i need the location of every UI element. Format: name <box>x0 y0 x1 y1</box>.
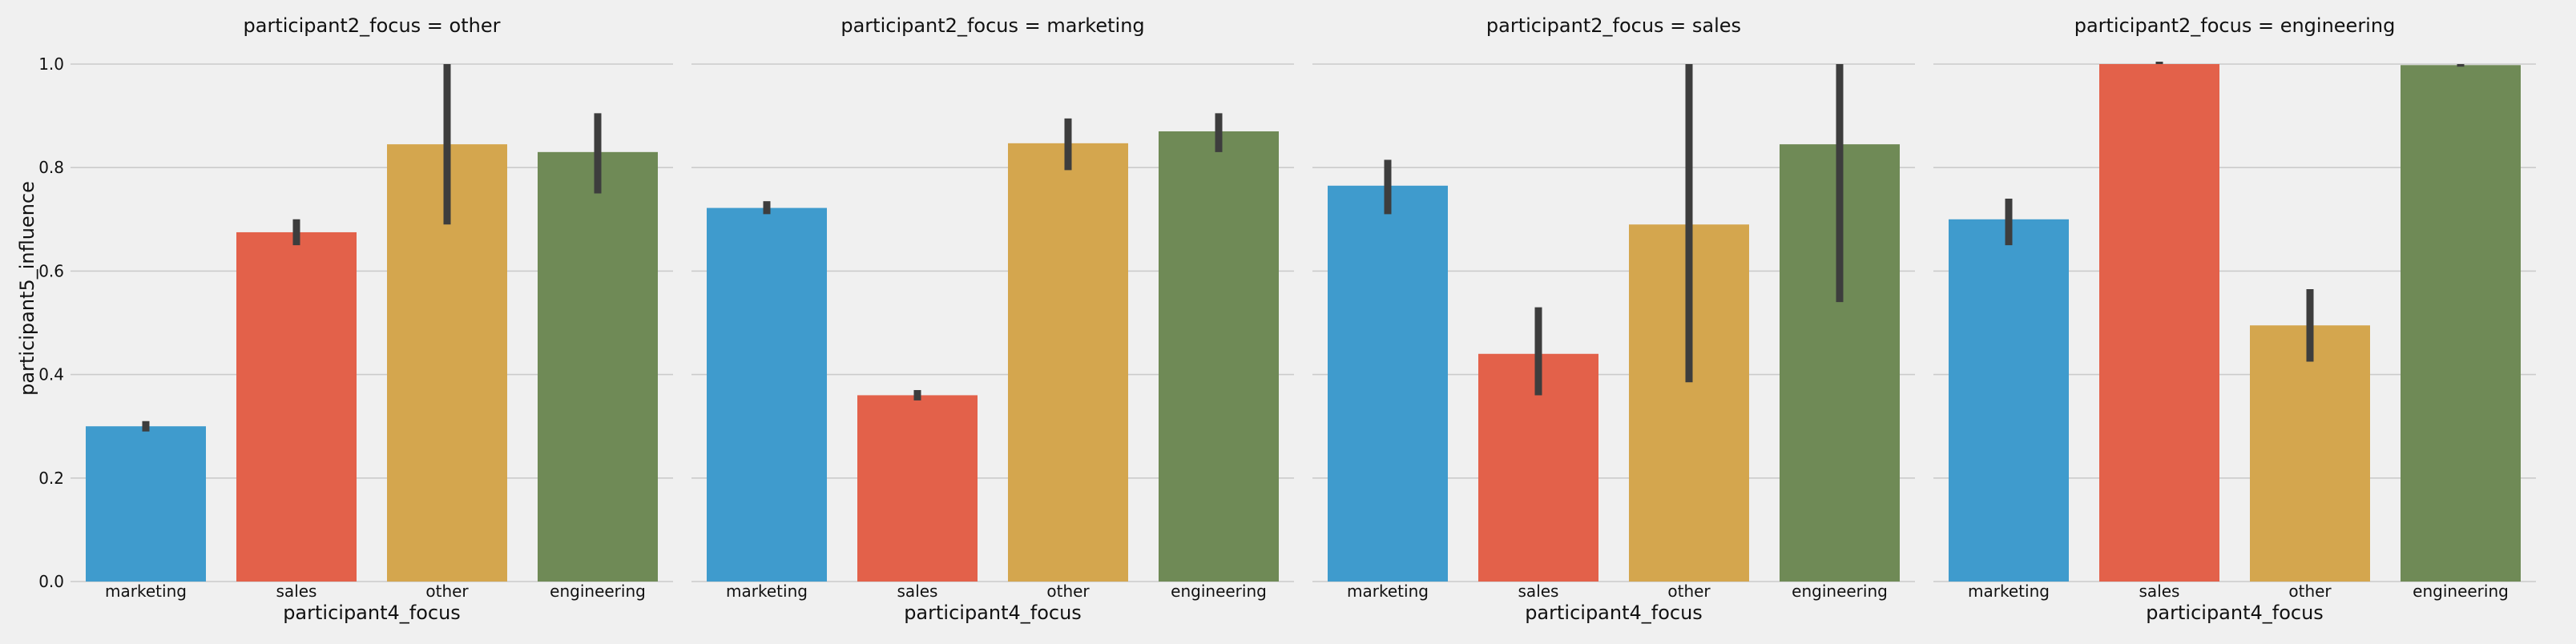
x-axis-title: participant4_focus <box>2146 602 2324 624</box>
y-tick-label: 0.8 <box>38 158 64 177</box>
x-tick-label: sales <box>1518 582 1559 601</box>
x-axis-title: participant4_focus <box>283 602 461 624</box>
y-axis-title: participant5_influence <box>16 181 38 396</box>
x-tick-label: engineering <box>2413 582 2509 601</box>
y-tick-label: 1.0 <box>38 54 64 74</box>
panel-title: participant2_focus = engineering <box>2074 14 2396 37</box>
bar-other <box>2250 325 2370 582</box>
bar-marketing <box>707 207 827 582</box>
bar-sales <box>2099 64 2219 582</box>
x-tick-label: sales <box>2139 582 2180 601</box>
x-axis-title: participant4_focus <box>904 602 1082 624</box>
y-tick-label: 0.0 <box>38 572 64 591</box>
x-tick-label: other <box>1046 582 1090 601</box>
x-tick-label: other <box>1667 582 1711 601</box>
bar-other <box>1008 143 1128 582</box>
x-tick-label: other <box>2288 582 2332 601</box>
x-tick-label: sales <box>276 582 317 601</box>
panel-title: participant2_focus = sales <box>1486 14 1741 37</box>
x-tick-label: sales <box>897 582 938 601</box>
bar-engineering <box>1159 131 1279 582</box>
bar-marketing <box>1328 185 1448 582</box>
x-tick-label: marketing <box>1347 582 1429 601</box>
bar-engineering <box>538 151 658 582</box>
y-tick-label: 0.4 <box>38 365 64 384</box>
x-tick-label: engineering <box>1792 582 1888 601</box>
bar-marketing <box>1949 219 2069 582</box>
x-axis-title: participant4_focus <box>1525 602 1703 624</box>
x-tick-label: other <box>425 582 469 601</box>
y-tick-label: 0.6 <box>38 261 64 280</box>
panel-title: participant2_focus = marketing <box>841 14 1144 37</box>
panel-title: participant2_focus = other <box>244 14 501 37</box>
bar-sales <box>236 231 357 582</box>
x-tick-label: marketing <box>726 582 808 601</box>
bar-marketing <box>86 426 206 582</box>
x-tick-label: marketing <box>105 582 187 601</box>
bar-sales <box>857 395 978 582</box>
x-tick-label: engineering <box>550 582 646 601</box>
bar-engineering <box>2401 65 2521 582</box>
y-tick-label: 0.2 <box>38 469 64 488</box>
x-tick-label: engineering <box>1171 582 1267 601</box>
x-tick-label: marketing <box>1968 582 2050 601</box>
